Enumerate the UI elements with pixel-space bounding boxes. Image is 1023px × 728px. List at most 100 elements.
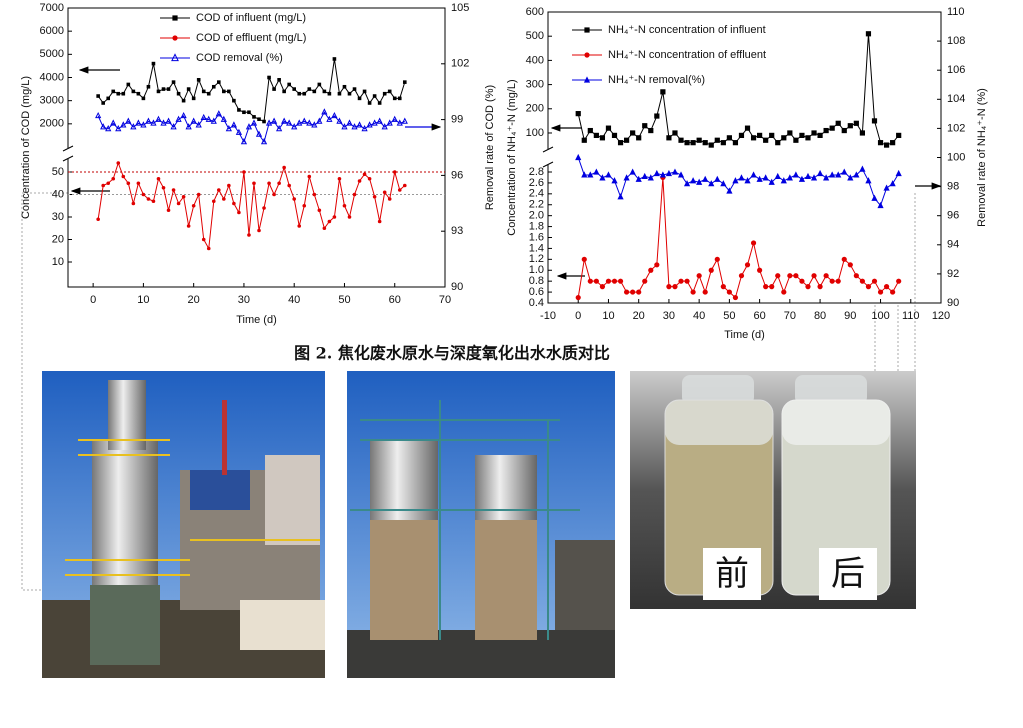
point	[227, 183, 231, 188]
point	[665, 169, 673, 177]
y-tick-label: 4000	[40, 71, 64, 83]
point	[847, 174, 854, 181]
point	[317, 82, 322, 87]
y2-tick-label: 96	[947, 210, 959, 222]
point	[775, 273, 781, 279]
point	[286, 119, 293, 126]
point	[357, 96, 362, 101]
point	[624, 289, 630, 295]
point	[593, 168, 600, 175]
point	[726, 289, 732, 295]
y2-tick-label: 92	[947, 268, 959, 280]
point	[708, 267, 714, 273]
point	[871, 194, 878, 201]
x-tick-label: 20	[188, 294, 200, 306]
point	[793, 137, 799, 143]
y2-tick-label: 90	[947, 297, 959, 309]
point	[281, 117, 288, 124]
point	[871, 278, 878, 284]
point	[242, 110, 246, 115]
point	[678, 278, 684, 284]
point	[847, 262, 853, 268]
point	[744, 177, 751, 184]
point	[780, 177, 787, 184]
y-tick-label: 6000	[40, 25, 64, 37]
point	[302, 203, 307, 208]
point	[351, 123, 358, 130]
point	[672, 284, 678, 290]
point	[617, 140, 624, 146]
point	[817, 132, 823, 139]
point	[683, 180, 691, 187]
point	[171, 80, 176, 84]
y-tick-label: 0.6	[529, 286, 544, 298]
y2-tick-label: 108	[947, 35, 965, 47]
x-tick-label: 30	[238, 294, 250, 306]
point	[222, 89, 226, 94]
point	[392, 170, 397, 174]
point	[853, 273, 859, 279]
point	[242, 170, 246, 174]
point	[714, 137, 720, 143]
point	[230, 121, 237, 128]
point	[720, 180, 727, 187]
point	[726, 135, 732, 141]
y-tick-label: 2.6	[529, 177, 544, 189]
point	[763, 284, 769, 290]
point	[362, 89, 367, 94]
point	[835, 120, 841, 126]
y-tick-label: 2.2	[529, 199, 544, 211]
point	[829, 278, 835, 284]
point	[367, 101, 372, 105]
point	[211, 199, 216, 204]
point	[581, 137, 587, 143]
point	[387, 197, 392, 201]
point	[327, 219, 332, 224]
point	[805, 284, 811, 290]
point	[702, 289, 708, 295]
point	[131, 89, 136, 94]
x-tick-label: 20	[633, 310, 645, 322]
legend-label: NH₄⁺-N concentration of influent	[608, 24, 766, 36]
y-tick-label: 40	[52, 188, 64, 200]
point	[702, 140, 708, 146]
point	[302, 91, 307, 96]
point	[671, 168, 679, 175]
point	[96, 94, 100, 98]
series-line	[577, 157, 900, 207]
point	[757, 132, 763, 139]
series-line	[577, 177, 900, 299]
y-tick-label: 1.0	[529, 264, 544, 276]
point	[787, 273, 793, 279]
point	[217, 80, 221, 84]
point	[201, 89, 206, 94]
point	[630, 130, 636, 136]
x-tick-label: 70	[784, 310, 796, 322]
x-axis-label: Time (d)	[724, 329, 765, 341]
point	[181, 98, 186, 103]
point	[726, 187, 733, 194]
point	[877, 140, 884, 146]
point	[677, 171, 685, 178]
photo-label: 后	[831, 554, 865, 594]
point	[896, 132, 902, 139]
x-tick-label: 30	[663, 310, 675, 322]
point	[151, 199, 156, 204]
point	[750, 171, 757, 178]
y-tick-label: 1.4	[529, 242, 544, 254]
point	[297, 91, 302, 96]
axis-break	[544, 149, 552, 165]
point	[247, 233, 251, 237]
point	[599, 284, 606, 290]
point	[277, 181, 281, 186]
legend-label: COD of effluent (mg/L)	[196, 32, 306, 44]
point	[337, 91, 342, 96]
point	[105, 124, 112, 132]
point	[883, 284, 890, 290]
point	[326, 115, 333, 122]
point	[666, 135, 672, 141]
point	[342, 203, 347, 208]
point	[396, 119, 403, 126]
point	[757, 267, 763, 273]
